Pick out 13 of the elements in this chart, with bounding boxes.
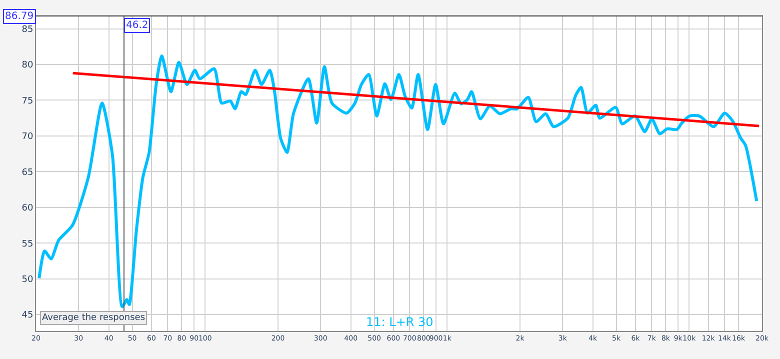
y-tick-label: 80 [22,60,34,71]
ref-line-label: 86.79 [5,11,34,22]
y-tick-label: 70 [22,132,34,142]
y-tick-label: 50 [22,275,34,285]
ref-line-label: 46.2 [126,20,148,31]
text: 11: L+R 30 [366,315,434,329]
y-tick-label: 55 [22,239,34,250]
y-tick-label: 60 [22,204,34,214]
y-tick-label: 65 [22,168,34,178]
y-tick-label: 75 [22,96,34,106]
y-tick-label: 45 [22,310,34,321]
y-tick-label: 85 [22,24,34,35]
annotation: Average the responses [42,313,146,323]
